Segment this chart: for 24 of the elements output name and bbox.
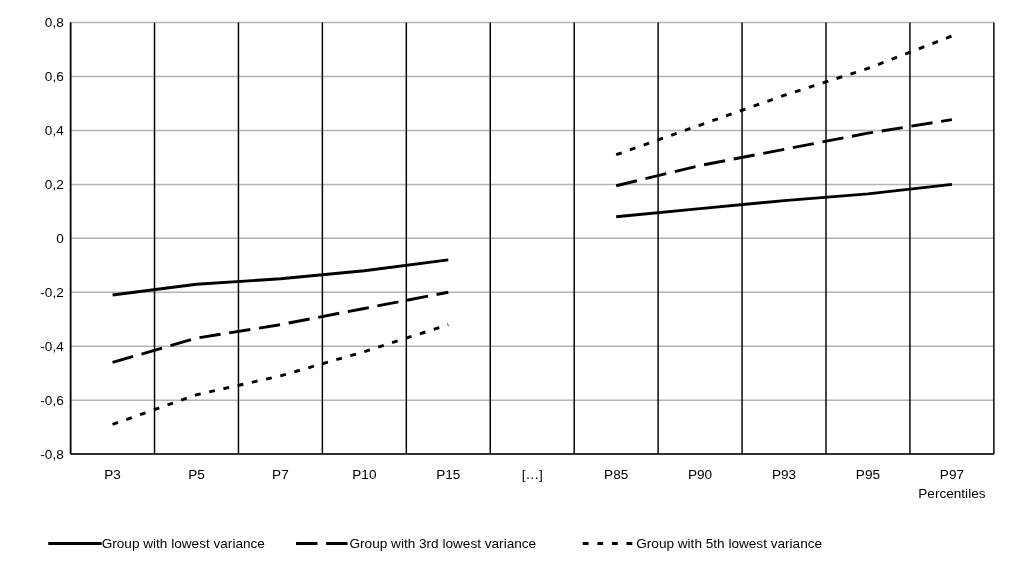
x-tick-label: P95: [855, 467, 881, 483]
x-tick-label: P3: [104, 467, 121, 483]
x-tick-label: P90: [688, 467, 713, 483]
legend-label: Group with 5th lowest variance: [636, 536, 823, 552]
y-tick-label: -0,2: [40, 285, 64, 301]
y-tick-label: -0,4: [40, 338, 65, 354]
legend-label: Group with lowest variance: [101, 536, 265, 552]
x-tick-label: P7: [272, 467, 289, 483]
y-tick-label: -0,6: [40, 392, 64, 408]
x-tick-label: […]: [521, 467, 543, 483]
y-tick-label: 0: [56, 231, 65, 247]
x-tick-label: P85: [604, 467, 629, 483]
y-tick-label: -0,8: [40, 446, 64, 462]
y-tick-label: 0,4: [44, 123, 65, 139]
x-tick-label: P10: [352, 467, 377, 483]
x-tick-label: P5: [188, 467, 205, 483]
x-axis-title: Percentiles: [918, 485, 986, 501]
x-tick-label: P15: [436, 467, 461, 483]
legend-label: Group with 3rd lowest variance: [349, 536, 537, 552]
y-tick-label: 0,8: [44, 15, 64, 31]
x-tick-label: P97: [939, 467, 964, 483]
y-tick-label: 0,2: [44, 177, 64, 193]
x-tick-label: P93: [771, 467, 797, 483]
y-tick-label: 0,6: [44, 69, 64, 85]
